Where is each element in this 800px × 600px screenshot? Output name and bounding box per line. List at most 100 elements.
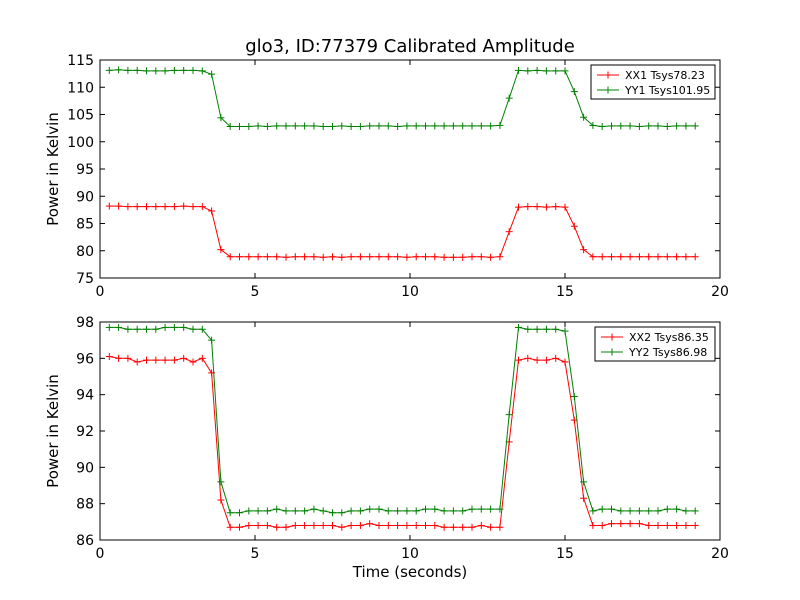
top-series-1-point [617, 253, 625, 261]
top-series-1-point [245, 253, 253, 261]
bottom-series-1-point [645, 521, 653, 529]
top-series-2-point [282, 122, 290, 130]
bottom-series-2-point [496, 505, 504, 513]
top-series-2-point [663, 122, 671, 130]
bottom-series-1-point [161, 356, 169, 364]
bottom-series-1-point [533, 356, 541, 364]
top-chart-title: glo3, ID:77379 Calibrated Amplitude [245, 36, 575, 57]
bottom-series-1-point [347, 521, 355, 529]
bottom-series-2-point [626, 507, 634, 515]
bottom-series-1-point [477, 521, 485, 529]
bottom-series-1-point [180, 354, 188, 362]
bottom-series-1-point [245, 521, 253, 529]
top-y-axis-label: Power in Kelvin [44, 112, 62, 226]
bottom-series-2-point [329, 509, 336, 517]
bottom-series-1-point [329, 521, 336, 529]
top-series-1-point [663, 253, 671, 261]
top-series-1-point [198, 203, 206, 211]
bottom-series-1-point [449, 523, 457, 531]
top-series-2-point [645, 122, 653, 130]
top-series-2-point [105, 66, 113, 74]
top-series-2-point [375, 122, 383, 130]
top-series-1-point [161, 203, 169, 211]
top-series-2-point [208, 70, 216, 78]
top-x-tick-label: 5 [251, 284, 260, 300]
bottom-series-2-point [245, 507, 253, 515]
bottom-series-1-point [133, 358, 141, 366]
bottom-series-2-point [161, 323, 169, 331]
bottom-series-2-point [254, 507, 262, 515]
top-series-2-point [198, 67, 206, 75]
top-series-1-point [319, 253, 327, 261]
bottom-series-2-point [198, 325, 206, 333]
top-series-2-point [552, 67, 560, 75]
bottom-series-1-point [338, 523, 346, 531]
top-series-2-point [487, 122, 495, 130]
top-series-1-point [180, 202, 188, 210]
top-series-1-point [654, 253, 662, 261]
bottom-series-2-point [338, 509, 346, 517]
bottom-series-1-point [468, 523, 476, 531]
top-series-1-point [691, 253, 699, 261]
top-y-tick-label: 95 [76, 162, 94, 178]
bottom-x-tick-label: 0 [96, 546, 105, 562]
top-series-2-point [459, 122, 467, 130]
bottom-series-2-point [477, 505, 485, 513]
bottom-series-1-point [635, 520, 643, 528]
top-y-tick-label: 105 [67, 108, 94, 124]
top-series-2-point [180, 66, 188, 74]
bottom-series-2-point [170, 323, 178, 331]
top-x-tick-label: 0 [96, 284, 105, 300]
bottom-series-1-point [226, 523, 234, 531]
top-series-1-point [645, 253, 653, 261]
top-series-2-point [422, 122, 429, 130]
bottom-series-2-point [394, 507, 402, 515]
top-series-2-point [449, 122, 457, 130]
top-series-1-point [375, 253, 383, 261]
bottom-series-1-point [291, 521, 299, 529]
bottom-series-1-point [254, 521, 262, 529]
bottom-series-1-point [105, 353, 113, 361]
top-y-tick-label: 90 [76, 189, 94, 205]
bottom-series-2-point [291, 507, 299, 515]
bottom-series-1-point [124, 354, 132, 362]
top-series-2-point [598, 122, 606, 130]
bottom-series-1-point [598, 521, 606, 529]
bottom-series-1-point [412, 521, 420, 529]
bottom-y-tick-label: 88 [76, 497, 94, 513]
bottom-series-1-point [301, 521, 309, 529]
top-series-2-point [468, 122, 476, 130]
bottom-legend-item-2: YY2 Tsys86.98 [601, 346, 707, 359]
top-x-tick-label: 15 [556, 284, 574, 300]
bottom-series-1-point [673, 521, 681, 529]
bottom-series-1-point [356, 521, 364, 529]
top-series-1-point [152, 203, 160, 211]
top-series-2-point [505, 94, 513, 102]
bottom-series-2-point [580, 478, 588, 486]
top-series-1-point [598, 253, 606, 261]
top-series-2-point [338, 122, 346, 130]
top-series-2-point [329, 122, 336, 130]
bottom-plot-area: 0 5 10 15 20 86 88 90 92 94 96 98 Power in Kelvin Tim… [44, 315, 729, 581]
bottom-series-2-point [319, 507, 327, 515]
top-series-1-point [542, 203, 550, 211]
bottom-series-2-point [115, 323, 123, 331]
top-series-2-point [254, 122, 262, 130]
bottom-series-1-point [682, 521, 690, 529]
bottom-series-2-point [384, 507, 392, 515]
bottom-series-1-point [487, 523, 495, 531]
top-series-2-point [236, 122, 243, 130]
bottom-series-2-point [542, 325, 550, 333]
top-series-1-point [487, 253, 495, 261]
top-series-2-point [403, 122, 411, 130]
bottom-series-2-point [412, 507, 420, 515]
top-series-1-point [301, 253, 309, 261]
top-series-1-point [208, 207, 216, 215]
bottom-series-1-point [626, 520, 634, 528]
bottom-series-2-point [105, 323, 113, 331]
top-series-1-point [580, 246, 588, 254]
bottom-series-1-point [524, 354, 532, 362]
bottom-series-2-point [403, 507, 411, 515]
bottom-legend-label-1: XX2 Tsys86.35 [629, 331, 709, 344]
bottom-series-line-2 [109, 326, 696, 514]
